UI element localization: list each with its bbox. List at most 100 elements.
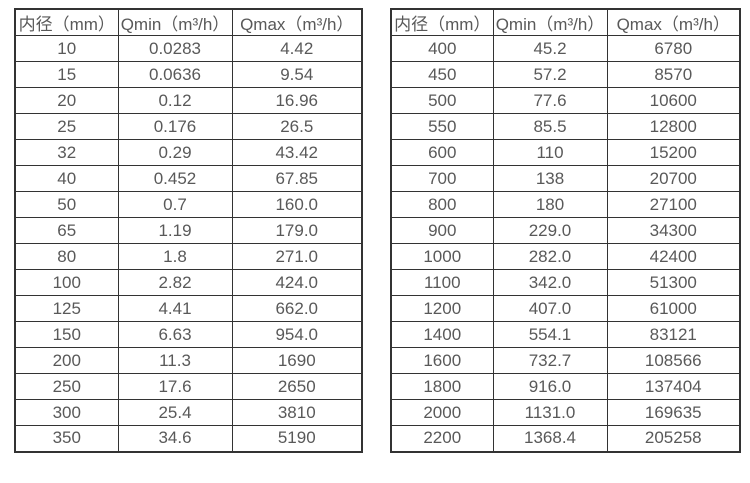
table-row: 50 0.7 160.0 (14, 191, 363, 218)
table-cell: 8570 (606, 61, 741, 88)
table-cell: 0.452 (117, 165, 233, 192)
table-row: 32 0.29 43.42 (14, 139, 363, 166)
table-cell: 1131.0 (492, 399, 608, 426)
table-cell: 125 (14, 295, 119, 322)
table-cell: 108566 (606, 347, 741, 374)
table-cell: 282.0 (492, 243, 608, 270)
table-cell: 45.2 (492, 35, 608, 62)
table-cell: 6780 (606, 35, 741, 62)
header-row: 内径（mm） Qmin（m³/h） Qmax（m³/h） (390, 8, 741, 36)
table-cell: 61000 (606, 295, 741, 322)
header-row: 内径（mm） Qmin（m³/h） Qmax（m³/h） (14, 8, 363, 36)
table-cell: 250 (14, 373, 119, 400)
table-cell: 2200 (390, 425, 494, 452)
table-cell: 3810 (231, 399, 363, 426)
table-cell: 1.8 (117, 243, 233, 270)
table-cell: 12800 (606, 113, 741, 140)
table-row: 250 17.6 2650 (14, 373, 363, 400)
table-cell: 300 (14, 399, 119, 426)
table-cell: 1100 (390, 269, 494, 296)
table-cell: 17.6 (117, 373, 233, 400)
table-cell: 1600 (390, 347, 494, 374)
header-cell: Qmin（m³/h） (492, 8, 608, 36)
table-row: 500 77.6 10600 (390, 87, 741, 114)
table-cell: 4.42 (231, 35, 363, 62)
table-cell: 160.0 (231, 191, 363, 218)
table-row: 150 6.63 954.0 (14, 321, 363, 348)
table-cell: 0.176 (117, 113, 233, 140)
table-cell: 27100 (606, 191, 741, 218)
table-cell: 1368.4 (492, 425, 608, 452)
table-row: 80 1.8 271.0 (14, 243, 363, 270)
table-cell: 34300 (606, 217, 741, 244)
table-cell: 342.0 (492, 269, 608, 296)
table-row: 20 0.12 16.96 (14, 87, 363, 114)
table-row: 1200 407.0 61000 (390, 295, 741, 322)
header-cell: 内径（mm） (14, 8, 119, 36)
table-cell: 42400 (606, 243, 741, 270)
table-row: 65 1.19 179.0 (14, 217, 363, 244)
table-cell: 50 (14, 191, 119, 218)
table-cell: 11.3 (117, 347, 233, 374)
table-cell: 0.12 (117, 87, 233, 114)
header-cell: 内径（mm） (390, 8, 494, 36)
table-cell: 954.0 (231, 321, 363, 348)
table-cell: 450 (390, 61, 494, 88)
table-cell: 900 (390, 217, 494, 244)
table-row: 200 11.3 1690 (14, 347, 363, 374)
table-row: 100 2.82 424.0 (14, 269, 363, 296)
table-row: 900 229.0 34300 (390, 217, 741, 244)
table-cell: 179.0 (231, 217, 363, 244)
table-cell: 40 (14, 165, 119, 192)
table-row: 300 25.4 3810 (14, 399, 363, 426)
table-cell: 26.5 (231, 113, 363, 140)
table-cell: 16.96 (231, 87, 363, 114)
table-cell: 916.0 (492, 373, 608, 400)
table-cell: 1690 (231, 347, 363, 374)
table-cell: 67.85 (231, 165, 363, 192)
table-cell: 77.6 (492, 87, 608, 114)
table-cell: 180 (492, 191, 608, 218)
table-cell: 0.29 (117, 139, 233, 166)
table-cell: 1000 (390, 243, 494, 270)
table-cell: 25 (14, 113, 119, 140)
table-cell: 5190 (231, 425, 363, 452)
table-cell: 25.4 (117, 399, 233, 426)
table-cell: 4.41 (117, 295, 233, 322)
table-cell: 20700 (606, 165, 741, 192)
table-cell: 85.5 (492, 113, 608, 140)
table-cell: 20 (14, 87, 119, 114)
flow-table-large-diameters: 内径（mm） Qmin（m³/h） Qmax（m³/h） 400 45.2 6780 450… (390, 8, 741, 453)
flow-table-small-diameters: 内径（mm） Qmin（m³/h） Qmax（m³/h） 10 0.0283 4.42 15… (14, 8, 363, 453)
table-cell: 169635 (606, 399, 741, 426)
table-cell: 43.42 (231, 139, 363, 166)
table-cell: 424.0 (231, 269, 363, 296)
table-row: 1000 282.0 42400 (390, 243, 741, 270)
table-cell: 65 (14, 217, 119, 244)
table-row: 10 0.0283 4.42 (14, 35, 363, 62)
table-cell: 700 (390, 165, 494, 192)
table-row: 40 0.452 67.85 (14, 165, 363, 192)
table-row: 350 34.6 5190 (14, 425, 363, 452)
table-cell: 0.0283 (117, 35, 233, 62)
table-row: 1800 916.0 137404 (390, 373, 741, 400)
table-row: 400 45.2 6780 (390, 35, 741, 62)
table-row: 2000 1131.0 169635 (390, 399, 741, 426)
table-cell: 200 (14, 347, 119, 374)
table-cell: 10 (14, 35, 119, 62)
table-cell: 662.0 (231, 295, 363, 322)
header-cell: Qmax（m³/h） (606, 8, 741, 36)
table-cell: 100 (14, 269, 119, 296)
table-cell: 32 (14, 139, 119, 166)
table-cell: 10600 (606, 87, 741, 114)
table-cell: 15 (14, 61, 119, 88)
table-cell: 6.63 (117, 321, 233, 348)
table-cell: 2650 (231, 373, 363, 400)
table-cell: 350 (14, 425, 119, 452)
table-cell: 407.0 (492, 295, 608, 322)
table-row: 800 180 27100 (390, 191, 741, 218)
table-row: 550 85.5 12800 (390, 113, 741, 140)
table-cell: 550 (390, 113, 494, 140)
table-row: 2200 1368.4 205258 (390, 425, 741, 452)
header-cell: Qmax（m³/h） (231, 8, 363, 36)
